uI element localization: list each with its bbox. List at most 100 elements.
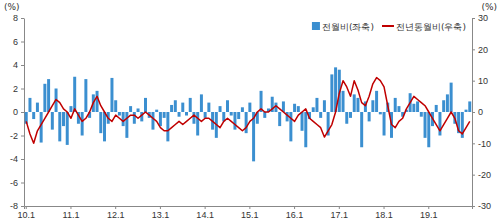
bar (319, 112, 322, 118)
bar (181, 103, 184, 112)
bar (110, 78, 113, 112)
bar (416, 101, 419, 112)
bar (360, 112, 363, 147)
bar (155, 110, 158, 112)
bar (36, 103, 39, 112)
bar (196, 112, 199, 136)
bar (315, 98, 318, 112)
bar (356, 98, 359, 112)
plot-area: 10.111.112.113.114.115.116.117.118.119.1… (10, 13, 491, 220)
x-tick-label: 18.1 (375, 210, 393, 220)
y-tick-label: 8 (13, 13, 18, 23)
y-axis: -8-6-4-202468 (10, 13, 25, 211)
y-tick-label: 4 (13, 60, 18, 70)
bar (297, 106, 300, 112)
bar (427, 112, 430, 147)
bar (170, 105, 173, 112)
line (26, 78, 470, 144)
y-tick: -8 (10, 201, 24, 211)
bar (219, 106, 222, 112)
y2-tick-mark (472, 143, 475, 144)
legend-swatch (382, 25, 394, 27)
bar (383, 112, 386, 136)
bar (32, 112, 35, 119)
bar (394, 98, 397, 112)
bar (178, 112, 181, 117)
y2-tick-label: -10 (478, 139, 491, 149)
bar (312, 107, 315, 112)
bar (200, 94, 203, 112)
marks (25, 67, 472, 161)
y2-tick-label: 0 (478, 107, 483, 117)
x-tick-label: 15.1 (241, 210, 259, 220)
bar (233, 112, 236, 130)
bar (278, 112, 281, 126)
bar (122, 112, 125, 126)
x-tick-mark (294, 206, 295, 209)
legend-label: 전년동월비(우축) (396, 22, 466, 32)
bar (353, 94, 356, 112)
legend-label: 전월비(좌축) (322, 22, 374, 32)
bar (226, 100, 229, 112)
x-tick: 15.1 (241, 206, 259, 220)
x-tick-label: 17.1 (331, 210, 349, 220)
bar (248, 103, 251, 112)
bar (58, 112, 61, 141)
x-tick-mark (160, 206, 161, 209)
bar (43, 84, 46, 112)
bar (371, 100, 374, 112)
bar (192, 112, 195, 124)
x-tick-label: 19.1 (420, 210, 438, 220)
y2-tick-label: 10 (478, 76, 488, 86)
y-tick: -4 (10, 154, 24, 164)
x-tick-label: 13.1 (152, 210, 170, 220)
legend-swatch (312, 22, 320, 30)
bar (342, 91, 345, 112)
legend: 전월비(좌축) 전년동월비(우축) (312, 22, 466, 32)
bar (204, 112, 207, 118)
legend-item: 전년동월비(우축) (382, 22, 466, 32)
y-tick-label: -4 (10, 154, 18, 164)
bar (349, 112, 352, 118)
y-tick-mark (21, 89, 24, 90)
x-tick: 16.1 (286, 206, 304, 220)
bar (62, 112, 65, 126)
bar (159, 112, 162, 126)
bar (424, 112, 427, 138)
bar (118, 112, 121, 116)
bar (397, 106, 400, 112)
bar (412, 104, 415, 112)
y2-unit-label: (%) (481, 2, 497, 12)
x-tick-mark (249, 206, 250, 209)
bar (245, 112, 248, 133)
bar (468, 101, 471, 112)
bar (301, 112, 304, 131)
y-unit-label: (%) (4, 2, 20, 12)
y-tick-mark (21, 42, 24, 43)
y-tick-label: 2 (13, 84, 18, 94)
y2-axis: -30-20-100102030 (472, 13, 491, 211)
y2-tick: 30 (472, 13, 488, 23)
bar (114, 100, 117, 112)
bar (207, 103, 210, 112)
bar (163, 112, 166, 118)
y-tick-mark (21, 136, 24, 137)
y2-tick-mark (472, 81, 475, 82)
x-tick: 12.1 (107, 206, 125, 220)
x-tick-mark (428, 206, 429, 209)
y2-tick: 20 (472, 45, 488, 55)
y-tick-mark (21, 112, 24, 113)
bar (442, 100, 445, 112)
bar (99, 112, 102, 133)
x-tick-label: 14.1 (196, 210, 214, 220)
bar-series (25, 67, 472, 161)
bar (129, 106, 132, 112)
axis-line (25, 207, 473, 210)
bar (323, 100, 326, 112)
x-tick-mark (26, 206, 27, 209)
y2-tick-mark (472, 112, 475, 113)
x-tick: 10.1 (17, 206, 35, 220)
x-tick: 19.1 (420, 206, 438, 220)
bar (144, 98, 147, 112)
y-tick: 6 (13, 37, 24, 47)
